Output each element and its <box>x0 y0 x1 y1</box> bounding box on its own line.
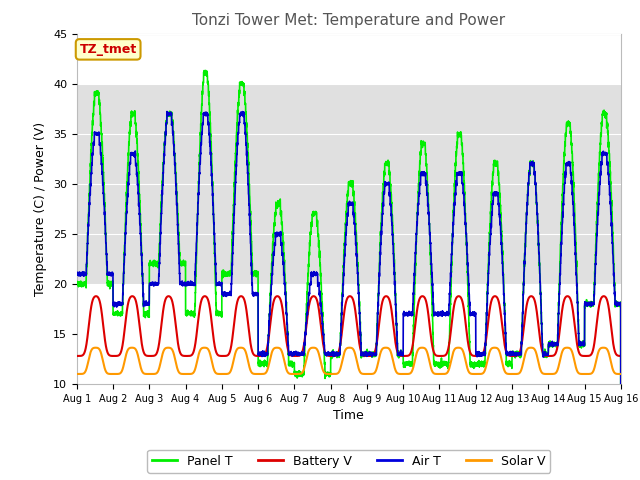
Bar <box>77 84 621 284</box>
Text: TZ_tmet: TZ_tmet <box>79 43 137 56</box>
Legend: Panel T, Battery V, Air T, Solar V: Panel T, Battery V, Air T, Solar V <box>147 450 550 473</box>
Y-axis label: Temperature (C) / Power (V): Temperature (C) / Power (V) <box>35 122 47 296</box>
Title: Tonzi Tower Met: Temperature and Power: Tonzi Tower Met: Temperature and Power <box>192 13 506 28</box>
X-axis label: Time: Time <box>333 409 364 422</box>
